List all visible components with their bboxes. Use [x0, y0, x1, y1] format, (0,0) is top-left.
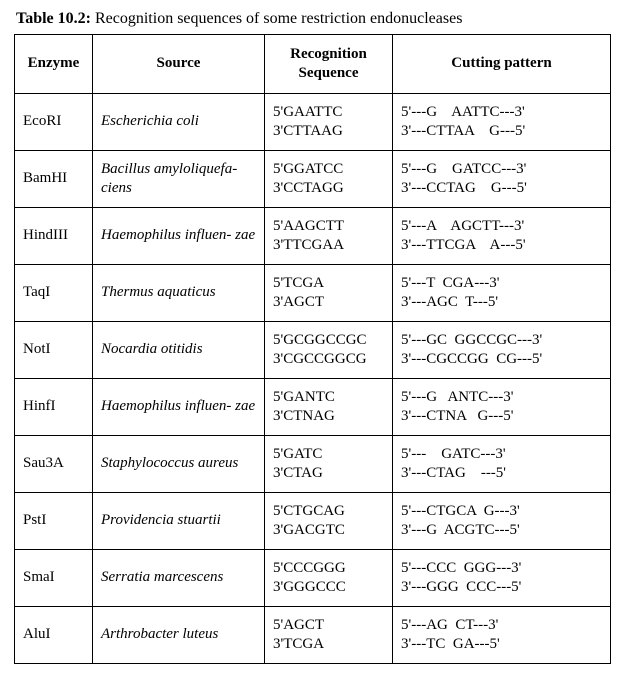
table-row: NotINocardia otitidis5'GCGGCCGC 3'CGCCGG… [15, 321, 611, 378]
col-header-sequence: Recognition Sequence [265, 35, 393, 94]
cell-source: Haemophilus influen- zae [93, 378, 265, 435]
cell-enzyme: TaqI [15, 264, 93, 321]
cell-sequence: 5'AAGCTT 3'TTCGAA [265, 207, 393, 264]
table-row: PstIProvidencia stuartii5'CTGCAG 3'GACGT… [15, 492, 611, 549]
cell-enzyme: EcoRI [15, 93, 93, 150]
col-header-source: Source [93, 35, 265, 94]
cell-cutting-pattern: 5'---G AATTC---3' 3'---CTTAA G---5' [393, 93, 611, 150]
cell-sequence: 5'GAATTC 3'CTTAAG [265, 93, 393, 150]
cell-source: Escherichia coli [93, 93, 265, 150]
table-row: Sau3AStaphylococcus aureus5'GATC 3'CTAG5… [15, 435, 611, 492]
restriction-enzyme-table: Enzyme Source Recognition Sequence Cutti… [14, 34, 611, 664]
table-row: AluIArthrobacter luteus5'AGCT 3'TCGA5'--… [15, 606, 611, 663]
cell-sequence: 5'GANTC 3'CTNAG [265, 378, 393, 435]
cell-cutting-pattern: 5'---A AGCTT---3' 3'---TTCGA A---5' [393, 207, 611, 264]
cell-sequence: 5'GCGGCCGC 3'CGCCGGCG [265, 321, 393, 378]
cell-source: Providencia stuartii [93, 492, 265, 549]
caption-label: Table 10.2: [16, 10, 91, 27]
cell-enzyme: PstI [15, 492, 93, 549]
cell-source: Nocardia otitidis [93, 321, 265, 378]
col-header-enzyme: Enzyme [15, 35, 93, 94]
cell-source: Serratia marcescens [93, 549, 265, 606]
cell-cutting-pattern: 5'---AG CT---3' 3'---TC GA---5' [393, 606, 611, 663]
cell-sequence: 5'AGCT 3'TCGA [265, 606, 393, 663]
cell-source: Haemophilus influen- zae [93, 207, 265, 264]
cell-sequence: 5'TCGA 3'AGCT [265, 264, 393, 321]
caption-text: Recognition sequences of some restrictio… [91, 10, 462, 27]
cell-source: Thermus aquaticus [93, 264, 265, 321]
cell-enzyme: BamHI [15, 150, 93, 207]
cell-enzyme: NotI [15, 321, 93, 378]
table-row: BamHIBacillus amyloliquefa- ciens5'GGATC… [15, 150, 611, 207]
table-caption: Table 10.2: Recognition sequences of som… [16, 10, 610, 28]
table-row: HindIIIHaemophilus influen- zae5'AAGCTT … [15, 207, 611, 264]
cell-enzyme: HindIII [15, 207, 93, 264]
cell-cutting-pattern: 5'--- GATC---3' 3'---CTAG ---5' [393, 435, 611, 492]
col-header-pattern: Cutting pattern [393, 35, 611, 94]
cell-source: Bacillus amyloliquefa- ciens [93, 150, 265, 207]
cell-enzyme: Sau3A [15, 435, 93, 492]
table-row: SmaISerratia marcescens5'CCCGGG 3'GGGCCC… [15, 549, 611, 606]
table-row: HinfIHaemophilus influen- zae5'GANTC 3'C… [15, 378, 611, 435]
table-row: TaqIThermus aquaticus5'TCGA 3'AGCT5'---T… [15, 264, 611, 321]
cell-enzyme: HinfI [15, 378, 93, 435]
cell-cutting-pattern: 5'---T CGA---3' 3'---AGC T---5' [393, 264, 611, 321]
cell-cutting-pattern: 5'---G ANTC---3' 3'---CTNA G---5' [393, 378, 611, 435]
cell-cutting-pattern: 5'---GC GGCCGC---3' 3'---CGCCGG CG---5' [393, 321, 611, 378]
table-header-row: Enzyme Source Recognition Sequence Cutti… [15, 35, 611, 94]
cell-cutting-pattern: 5'---G GATCC---3' 3'---CCTAG G---5' [393, 150, 611, 207]
cell-sequence: 5'GGATCC 3'CCTAGG [265, 150, 393, 207]
cell-enzyme: AluI [15, 606, 93, 663]
cell-source: Staphylococcus aureus [93, 435, 265, 492]
cell-sequence: 5'CTGCAG 3'GACGTC [265, 492, 393, 549]
cell-cutting-pattern: 5'---CCC GGG---3' 3'---GGG CCC---5' [393, 549, 611, 606]
cell-sequence: 5'CCCGGG 3'GGGCCC [265, 549, 393, 606]
cell-sequence: 5'GATC 3'CTAG [265, 435, 393, 492]
cell-enzyme: SmaI [15, 549, 93, 606]
cell-cutting-pattern: 5'---CTGCA G---3' 3'---G ACGTC---5' [393, 492, 611, 549]
cell-source: Arthrobacter luteus [93, 606, 265, 663]
table-row: EcoRIEscherichia coli5'GAATTC 3'CTTAAG5'… [15, 93, 611, 150]
